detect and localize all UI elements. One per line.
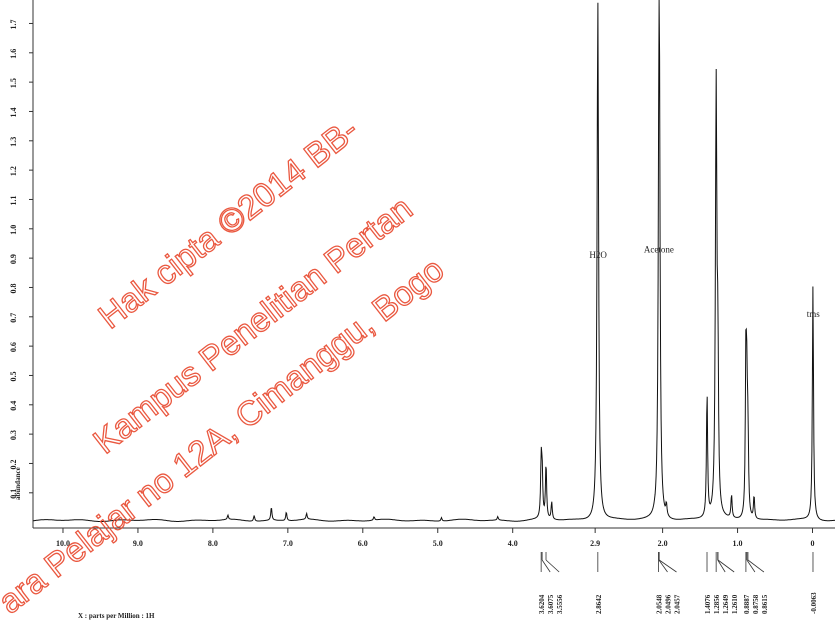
shift-label-6: 2.0457 <box>674 594 682 614</box>
shift-label-2: 3.5556 <box>556 594 564 614</box>
shift-label-10: 1.2610 <box>731 594 739 614</box>
shift-label-14: -0.0063 <box>810 592 818 614</box>
shift-label-7: 1.4076 <box>704 594 712 614</box>
y-axis-title: abundance <box>14 467 22 500</box>
x-tick-label-2: 8.0 <box>208 539 218 548</box>
peak-annotation-0: H2O <box>589 250 607 260</box>
y-tick-label-7: 0.8 <box>9 283 18 293</box>
shift-connector-12 <box>746 559 756 573</box>
x-tick-label-5: 5.0 <box>433 539 443 548</box>
x-tick-label-4: 6.0 <box>358 539 368 548</box>
x-tick-label-6: 4.0 <box>508 539 518 548</box>
x-tick-label-10: 0 <box>811 539 815 548</box>
shift-label-8: 1.2856 <box>713 594 721 614</box>
y-tick-label-15: 1.6 <box>9 49 18 59</box>
plot-frame <box>32 0 835 529</box>
y-tick-label-9: 1.0 <box>9 225 18 235</box>
y-tick-label-14: 1.5 <box>9 78 18 88</box>
x-axis-title: X : parts per Million : 1H <box>78 612 155 620</box>
shift-label-9: 1.2649 <box>722 594 730 614</box>
shift-label-1: 3.6075 <box>547 594 555 614</box>
shift-label-12: 0.8758 <box>752 594 760 614</box>
peak-annotations: H2O Acetone tms <box>589 244 820 319</box>
y-axis: 0.1 0.2 0.3 0.4 0.5 0.6 0.7 0.8 0.9 1.0 1.1 1.2 1.3 1… <box>9 19 33 499</box>
x-tick-label-3: 7.0 <box>283 539 293 548</box>
x-axis: 10.0 9.0 8.0 7.0 6.0 5.0 4.0 2.9 2.0 1.0 0 <box>56 528 815 548</box>
x-tick-label-7: 2.9 <box>590 539 600 548</box>
x-tick-label-9: 1.0 <box>733 539 743 548</box>
watermark-line-3: ara Pelajar no 12A, Cimanggu, Bogo <box>0 250 451 621</box>
y-tick-label-10: 1.1 <box>9 195 18 205</box>
y-tick-label-5: 0.6 <box>9 342 18 352</box>
shift-connector-10 <box>717 559 735 573</box>
y-tick-label-11: 1.2 <box>9 166 18 176</box>
watermark-line-1: Hak cipta ©2014 BB- <box>92 111 366 337</box>
y-tick-label-0: 0.1 <box>9 489 18 499</box>
shift-connector-9 <box>717 559 726 573</box>
y-tick-label-8: 0.9 <box>9 254 18 264</box>
peak-annotation-1: Acetone <box>644 244 674 254</box>
shift-connector-1 <box>541 559 551 573</box>
spectrum-trace <box>32 0 835 522</box>
shift-label-13: 0.8615 <box>761 594 769 614</box>
shift-label-11: 0.8887 <box>743 594 751 614</box>
y-tick-label-12: 1.3 <box>9 137 18 147</box>
shift-label-4: 2.0548 <box>656 594 664 614</box>
x-tick-label-8: 2.0 <box>658 539 668 548</box>
shift-connector-6 <box>658 559 677 573</box>
shift-connector-13 <box>747 559 765 573</box>
shift-label-0: 3.6204 <box>538 594 546 614</box>
y-tick-label-4: 0.5 <box>9 371 18 381</box>
chemical-shift-labels: 3.6204 3.6075 3.5556 2.8642 2.0548 2.0496 2.04… <box>538 552 818 614</box>
y-tick-label-2: 0.3 <box>9 430 18 440</box>
shift-connector-2 <box>545 559 560 573</box>
y-tick-label-16: 1.7 <box>9 19 18 29</box>
shift-label-5: 2.0496 <box>665 594 673 614</box>
y-tick-label-13: 1.4 <box>9 107 18 117</box>
y-tick-label-3: 0.4 <box>9 401 18 411</box>
shift-label-3: 2.8642 <box>595 594 603 614</box>
x-tick-label-0: 10.0 <box>56 539 70 548</box>
y-tick-label-6: 0.7 <box>9 313 18 323</box>
y-tick-label-1: 0.2 <box>9 459 18 469</box>
peak-annotation-2: tms <box>807 309 821 319</box>
x-tick-label-1: 9.0 <box>133 539 143 548</box>
watermark: Hak cipta ©2014 BB- Kampus Penelitian Pe… <box>0 110 452 622</box>
shift-connector-5 <box>658 559 668 573</box>
